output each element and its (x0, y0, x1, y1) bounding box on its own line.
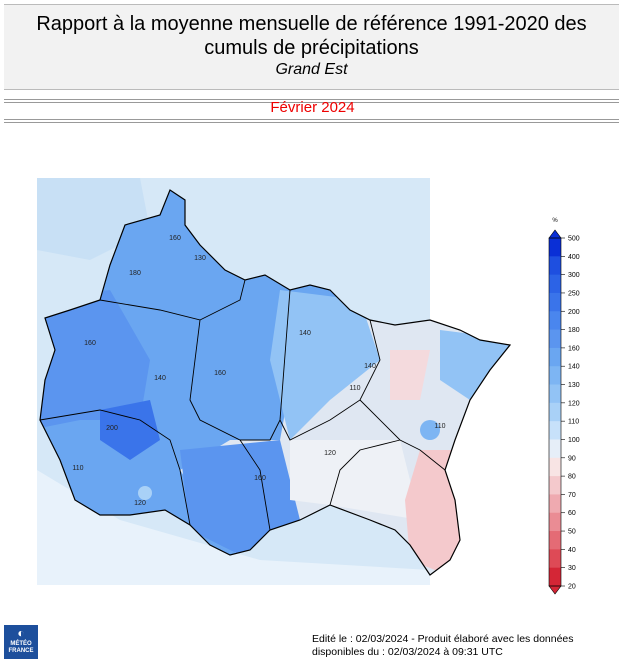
contour-label: 110 (434, 423, 445, 430)
tick-label: 30 (568, 565, 576, 572)
tick-label: 130 (568, 382, 580, 389)
colorbar-cap (548, 585, 562, 595)
color-bin (549, 274, 561, 294)
color-bin (549, 549, 561, 569)
area (270, 290, 380, 440)
region-border (39, 189, 512, 576)
color-bin (549, 384, 561, 404)
rule (4, 99, 619, 100)
color-bin (549, 494, 561, 514)
area (290, 440, 420, 520)
header: Rapport à la moyenne mensuelle de référe… (4, 4, 619, 90)
contour-label: 140 (364, 363, 376, 370)
color-bin (549, 402, 561, 422)
contour-labels: 180 160 160 140 200 110 130 140 160 120 110 110 140 1… (72, 235, 445, 507)
contour-label: 160 (254, 475, 266, 482)
tick-label: 180 (568, 327, 580, 334)
color-bin (549, 512, 561, 532)
area (100, 400, 160, 460)
tick-label: 60 (568, 510, 576, 517)
department-border (39, 279, 446, 531)
tick-label: 200 (568, 309, 580, 316)
contour-label: 160 (214, 370, 226, 377)
footer-available: disponibles du : 02/03/2024 à 09:31 UTC (312, 646, 503, 658)
color-bin (549, 531, 561, 550)
color-bin (549, 238, 561, 257)
tick-label: 90 (568, 455, 576, 462)
color-bin (549, 421, 561, 440)
region: Grand Est (275, 61, 348, 78)
color-bin (549, 476, 561, 495)
color-bin (549, 439, 561, 459)
tick-label: 120 (568, 400, 580, 407)
contour-label: 200 (106, 425, 118, 432)
title: Rapport à la moyenne mensuelle de référe… (36, 13, 587, 59)
footer-edited: Edité le : 02/03/2024 - Produit élaboré … (312, 633, 574, 645)
area (405, 450, 460, 575)
tick-label: 50 (568, 529, 576, 536)
area (138, 486, 152, 500)
colorbar-frame (548, 237, 562, 587)
area (390, 350, 430, 400)
color-bin (549, 457, 561, 477)
colorbar-cap (548, 229, 562, 239)
tick-label: 160 (568, 345, 580, 352)
tick-label: 500 (568, 236, 580, 243)
color-bin (549, 292, 561, 312)
logo: ◐ MÉTÉO FRANCE (4, 625, 38, 659)
color-bin (549, 347, 561, 367)
logo-line: MÉTÉO (10, 641, 32, 647)
colorbar: % 500 400 300 250 200 180 160 140 130 120 110 100 90 8… (548, 218, 580, 595)
contour-label: 120 (324, 450, 336, 457)
logo-line: FRANCE (8, 648, 34, 654)
rule (4, 122, 619, 123)
tick-label: 250 (568, 290, 580, 297)
contour-label: 110 (349, 385, 360, 392)
period: Février 2024 (270, 99, 355, 116)
tick-label: 70 (568, 492, 576, 499)
tick-label: 80 (568, 474, 576, 481)
color-bin (549, 256, 561, 276)
color-bin (549, 311, 561, 331)
tick-label: 40 (568, 547, 576, 554)
contour-label: 110 (72, 465, 83, 472)
color-bin (549, 366, 561, 386)
rule (4, 119, 619, 120)
area (37, 470, 430, 585)
contour-label: 160 (169, 235, 181, 242)
rule (4, 102, 619, 103)
tick-label: 400 (568, 254, 580, 261)
tick-label: 300 (568, 272, 580, 279)
contour-label: 140 (154, 375, 166, 382)
area (40, 290, 150, 430)
logo-icon: ◐ (17, 626, 25, 640)
tick-label: 110 (568, 419, 579, 426)
footer: Edité le : 02/03/2024 - Produit élaboré … (312, 633, 574, 659)
contour-label: 140 (299, 330, 311, 337)
legend-unit: % (552, 218, 558, 224)
tick-label: 140 (568, 364, 580, 371)
color-bin (549, 567, 561, 587)
tick-label: 20 (568, 584, 576, 591)
area (420, 420, 440, 440)
area (440, 330, 510, 400)
color-bin (549, 329, 561, 349)
contour-label: 120 (134, 500, 146, 507)
tick-label: 100 (568, 437, 580, 444)
contour-label: 180 (129, 270, 141, 277)
contour-label: 160 (84, 340, 96, 347)
contour-label: 130 (194, 255, 206, 262)
